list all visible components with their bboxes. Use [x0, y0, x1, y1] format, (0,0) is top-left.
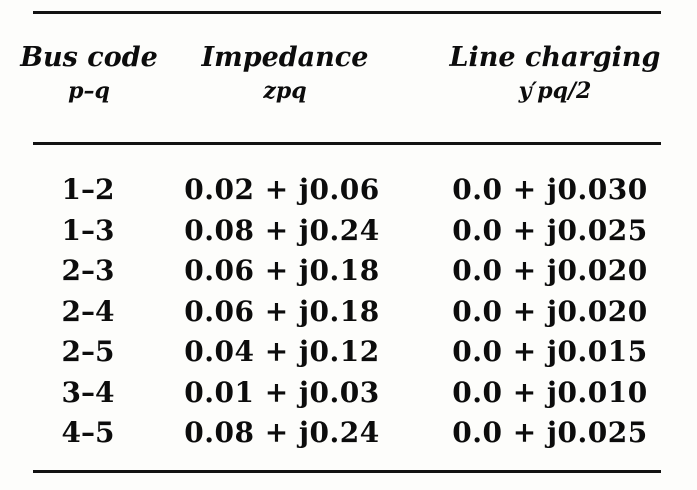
line-charging-cell: 0.0 + j0.020 — [452, 254, 648, 287]
bus-code-cell: 1–2 — [61, 173, 115, 206]
impedance-cell: 0.06 + j0.18 — [184, 254, 380, 287]
table-row: 1–2 0.02 + j0.06 0.0 + j0.030 — [0, 172, 697, 213]
impedance-cell: 0.08 + j0.24 — [184, 416, 380, 449]
header-impedance-label: Impedance — [201, 42, 369, 73]
line-charging-cell: 0.0 + j0.030 — [452, 173, 648, 206]
bus-code-cell: 1–3 — [61, 213, 115, 247]
line-charging-cell: 0.0 + j0.015 — [452, 335, 648, 368]
table-row: 3–4 0.01 + j0.03 0.0 + j0.010 — [0, 375, 697, 416]
table-row: 2–4 0.06 + j0.18 0.0 + j0.020 — [0, 294, 697, 335]
table-row: 1–3 0.08 + j0.24 0.0 + j0.025 — [0, 213, 697, 254]
bottom-rule — [33, 470, 661, 473]
line-charging-cell: 0.0 + j0.025 — [452, 213, 648, 247]
table-row: 4–5 0.08 + j0.24 0.0 + j0.025 — [0, 415, 697, 456]
table-body: 1–2 0.02 + j0.06 0.0 + j0.030 1–3 0.08 +… — [0, 172, 697, 456]
top-rule — [33, 11, 661, 14]
header-line-charging: Line charging y′pq/2 — [430, 42, 680, 108]
header-line-charging-sub: y′pq/2 — [518, 78, 592, 104]
impedance-cell: 0.01 + j0.03 — [184, 375, 380, 409]
header-bus-code-label: Bus code — [20, 42, 158, 73]
line-charging-cell: 0.0 + j0.020 — [452, 294, 648, 328]
impedance-cell: 0.08 + j0.24 — [184, 213, 380, 247]
impedance-cell: 0.02 + j0.06 — [184, 173, 380, 206]
bus-code-cell: 3–4 — [61, 375, 115, 409]
header-bus-code-sub: p–q — [68, 78, 110, 104]
table-row: 2–5 0.04 + j0.12 0.0 + j0.015 — [0, 334, 697, 375]
header-rule — [33, 142, 661, 145]
bus-code-cell: 2–5 — [61, 335, 115, 368]
bus-code-cell: 2–3 — [61, 254, 115, 287]
header-line-charging-label: Line charging — [449, 42, 661, 73]
header-impedance-sub: zpq — [263, 78, 307, 104]
impedance-cell: 0.06 + j0.18 — [184, 294, 380, 328]
header-bus-code: Bus code p–q — [14, 42, 164, 108]
table-row: 2–3 0.06 + j0.18 0.0 + j0.020 — [0, 253, 697, 294]
line-charging-cell: 0.0 + j0.010 — [452, 375, 648, 409]
header-impedance: Impedance zpq — [180, 42, 390, 108]
impedance-cell: 0.04 + j0.12 — [184, 335, 380, 368]
bus-code-cell: 4–5 — [61, 416, 115, 449]
bus-code-cell: 2–4 — [61, 294, 115, 328]
line-charging-cell: 0.0 + j0.025 — [452, 416, 648, 449]
